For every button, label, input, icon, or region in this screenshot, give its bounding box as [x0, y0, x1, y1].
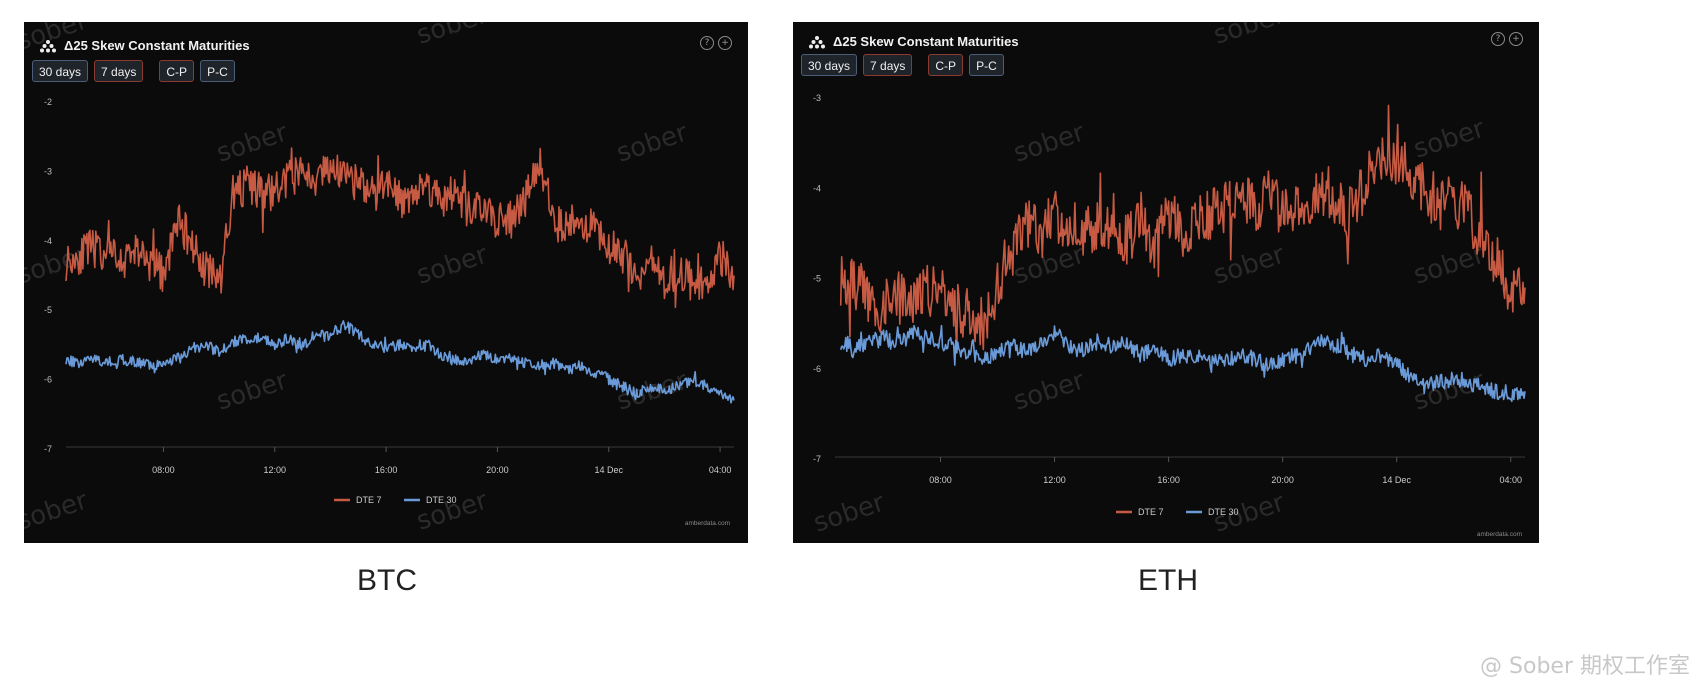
- watermark-text: sober: [810, 488, 889, 539]
- panel-header: Δ25 Skew Constant Maturities: [40, 38, 250, 53]
- 30-days-button[interactable]: 30 days: [801, 54, 858, 76]
- watermark-text: sober: [1010, 366, 1089, 417]
- series-dte7-line: [65, 147, 735, 308]
- watermark-text: sober: [413, 22, 492, 51]
- watermark-text: sober: [613, 366, 692, 417]
- amberdata-logo-icon: [809, 35, 825, 48]
- button-row: 30 days 7 days C-P P-C: [801, 54, 1010, 76]
- x-tick-label: 04:00: [709, 465, 732, 475]
- x-tick-label: 12:00: [1043, 475, 1066, 485]
- x-tick-label: 08:00: [152, 465, 175, 475]
- x-tick-label: 16:00: [1157, 475, 1180, 485]
- y-tick-label: -2: [44, 97, 52, 107]
- y-tick-label: -5: [44, 305, 52, 315]
- watermark-text: sober: [613, 118, 692, 169]
- source-label: amberdata.com: [1477, 531, 1522, 538]
- btc-skew-chart: sober sober sober sober sober sober sober sober…: [24, 22, 735, 537]
- x-tick-label: 14 Dec: [594, 465, 623, 475]
- panel-header: Δ25 Skew Constant Maturities: [809, 34, 1019, 49]
- chart-panel-btc: Δ25 Skew Constant Maturities ? + 30 days…: [24, 22, 748, 543]
- source-label: amberdata.com: [685, 520, 730, 527]
- x-tick-label: 14 Dec: [1382, 475, 1411, 485]
- series-dte30-line: [65, 320, 735, 404]
- expand-icon[interactable]: +: [718, 36, 732, 50]
- button-row: 30 days 7 days C-P P-C: [32, 60, 241, 82]
- eth-caption: ETH: [1138, 564, 1198, 597]
- 7-days-button[interactable]: 7 days: [94, 60, 144, 82]
- y-tick-label: -4: [44, 236, 52, 246]
- y-tick-label: -6: [813, 364, 821, 374]
- x-tick-label: 08:00: [929, 475, 952, 485]
- y-tick-label: -6: [44, 375, 52, 385]
- watermark-text: sober: [413, 486, 492, 537]
- watermark-text: sober: [1010, 118, 1089, 169]
- y-tick-label: -7: [44, 444, 52, 454]
- expand-icon[interactable]: +: [1509, 32, 1523, 46]
- help-icon[interactable]: ?: [1491, 32, 1505, 46]
- x-tick-label: 20:00: [486, 465, 509, 475]
- y-tick-label: -7: [813, 454, 821, 464]
- y-tick-label: -3: [813, 93, 821, 103]
- watermark-text: sober: [1210, 240, 1289, 291]
- watermark-text: sober: [1410, 114, 1489, 165]
- amberdata-logo-icon: [40, 39, 56, 52]
- watermark-text: sober: [1210, 488, 1289, 539]
- chart-panel-eth: Δ25 Skew Constant Maturities ? + 30 days…: [793, 22, 1539, 543]
- watermark-text: sober: [1210, 22, 1289, 51]
- legend-label[interactable]: DTE 7: [356, 495, 382, 505]
- 7-days-button[interactable]: 7 days: [863, 54, 913, 76]
- chart-tools: ? +: [1491, 32, 1523, 46]
- chart-tools: ? +: [700, 36, 732, 50]
- watermark-text: sober: [1010, 240, 1089, 291]
- watermark-text: sober: [24, 486, 92, 537]
- 30-days-button[interactable]: 30 days: [32, 60, 89, 82]
- footer-watermark: @ Sober 期权工作室: [1480, 654, 1690, 679]
- c-p-button[interactable]: C-P: [159, 60, 195, 82]
- watermark-text: sober: [213, 366, 292, 417]
- watermark-text: sober: [24, 240, 92, 291]
- watermark-text: sober: [1410, 240, 1489, 291]
- watermark-text: sober: [1410, 366, 1489, 417]
- chart-title: Δ25 Skew Constant Maturities: [833, 34, 1019, 49]
- x-tick-label: 04:00: [1499, 475, 1522, 485]
- x-tick-label: 20:00: [1271, 475, 1294, 485]
- y-tick-label: -5: [813, 274, 821, 284]
- x-tick-label: 16:00: [375, 465, 398, 475]
- c-p-button[interactable]: C-P: [928, 54, 964, 76]
- help-icon[interactable]: ?: [700, 36, 714, 50]
- y-tick-label: -4: [813, 183, 821, 193]
- p-c-button[interactable]: P-C: [969, 54, 1004, 76]
- legend-label[interactable]: DTE 7: [1138, 507, 1164, 517]
- x-tick-label: 12:00: [263, 465, 286, 475]
- watermark-text: sober: [213, 118, 292, 169]
- btc-caption: BTC: [357, 564, 417, 597]
- chart-title: Δ25 Skew Constant Maturities: [64, 38, 250, 53]
- y-tick-label: -3: [44, 166, 52, 176]
- series-dte7-line: [839, 104, 1526, 351]
- eth-skew-chart: sober sober sober sober sober sober sober sober…: [810, 22, 1526, 539]
- p-c-button[interactable]: P-C: [200, 60, 235, 82]
- legend-label[interactable]: DTE 30: [1208, 507, 1239, 517]
- legend-label[interactable]: DTE 30: [426, 495, 457, 505]
- series-dte30-line: [839, 324, 1526, 403]
- watermark-text: sober: [413, 240, 492, 291]
